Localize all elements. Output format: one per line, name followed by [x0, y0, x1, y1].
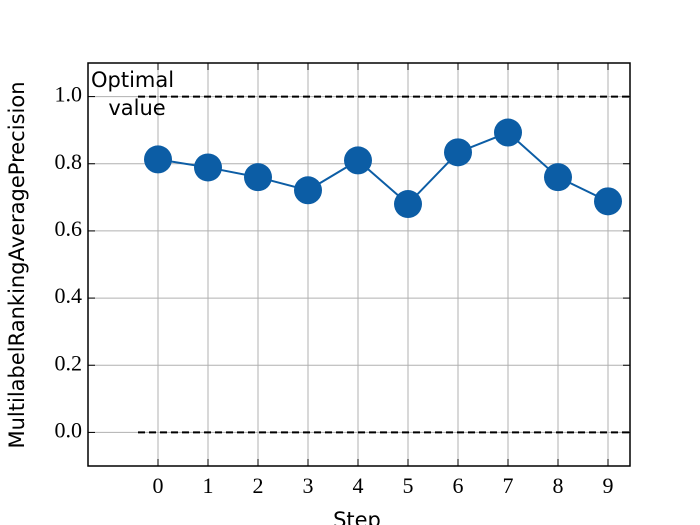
x-tick-label: 7 [503, 473, 514, 498]
point [344, 146, 372, 175]
annotation: value [108, 96, 165, 120]
point [394, 190, 422, 219]
y-tick-label: 0.6 [55, 216, 83, 241]
point [194, 153, 222, 182]
point [494, 118, 522, 147]
y-axis-label: MultilabelRankingAveragePrecision [5, 82, 29, 449]
y-tick-label: 0.0 [55, 417, 83, 442]
x-axis-label: Step [333, 508, 381, 525]
point [444, 138, 472, 167]
point [244, 163, 272, 192]
x-tick-label: 0 [153, 473, 164, 498]
x-tick-label: 6 [453, 473, 464, 498]
point [544, 163, 572, 192]
point [144, 145, 172, 174]
point [294, 176, 322, 205]
y-tick-label: 0.2 [55, 350, 83, 375]
x-tick-label: 1 [203, 473, 214, 498]
x-tick-label: 2 [253, 473, 264, 498]
y-tick-label: 0.4 [55, 283, 83, 308]
plot-frame [87, 62, 631, 467]
point [594, 187, 622, 216]
x-tick-label: 5 [403, 473, 414, 498]
x-tick-label: 8 [553, 473, 564, 498]
annotation: Optimal [91, 68, 174, 92]
y-tick-label: 0.8 [55, 149, 83, 174]
x-tick-label: 3 [303, 473, 314, 498]
x-tick-label: 4 [353, 473, 364, 498]
x-tick-label: 9 [603, 473, 614, 498]
y-tick-label: 1.0 [55, 82, 83, 107]
series-line [157, 131, 609, 206]
